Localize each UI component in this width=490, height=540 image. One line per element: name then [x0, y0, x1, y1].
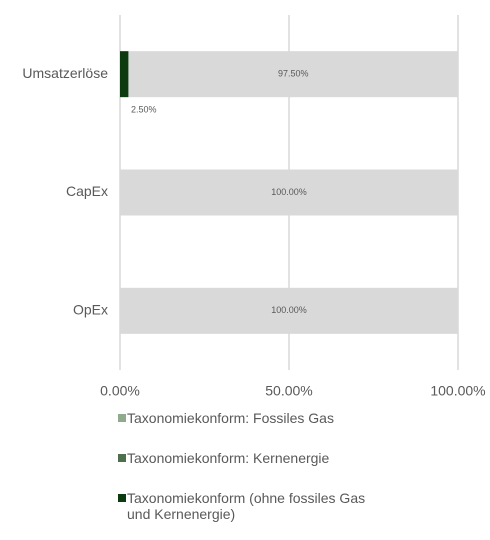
bar-segment [120, 51, 129, 98]
data-label: 100.00% [271, 305, 307, 315]
legend-item: Taxonomiekonform: Kernenergie [118, 450, 368, 466]
y-tick-label: CapEx [66, 183, 108, 199]
bar-segment [128, 51, 458, 98]
legend-swatch [118, 414, 126, 422]
x-tick-label: 50.00% [265, 383, 312, 399]
legend-label: Taxonomiekonform: Fossiles Gas [127, 410, 334, 426]
legend-swatch [118, 494, 126, 502]
legend: Taxonomiekonform: Fossiles Gas Taxonomiek… [118, 410, 368, 540]
bar-segment [120, 287, 458, 334]
x-tick-label: 100.00% [430, 383, 485, 399]
data-label: 100.00% [271, 187, 307, 197]
legend-swatch [118, 454, 126, 462]
data-label: 97.50% [278, 69, 309, 79]
y-tick-label: Umsatzerlöse [22, 65, 108, 81]
plot: 0.00% 50.00% 100.00% Umsatzerlöse 2.50% 97.50… [22, 15, 486, 399]
y-tick-label: OpEx [73, 302, 108, 318]
legend-item: Taxonomiekonform: Fossiles Gas [118, 410, 368, 426]
data-label: 2.50% [131, 105, 157, 115]
legend-label: Taxonomiekonform (ohne fossiles Gas und … [127, 490, 366, 522]
legend-label: Taxonomiekonform: Kernenergie [127, 450, 330, 466]
x-tick-label: 0.00% [100, 383, 140, 399]
legend-item: Taxonomiekonform (ohne fossiles Gas und … [118, 490, 368, 522]
bar-segment [120, 169, 458, 216]
